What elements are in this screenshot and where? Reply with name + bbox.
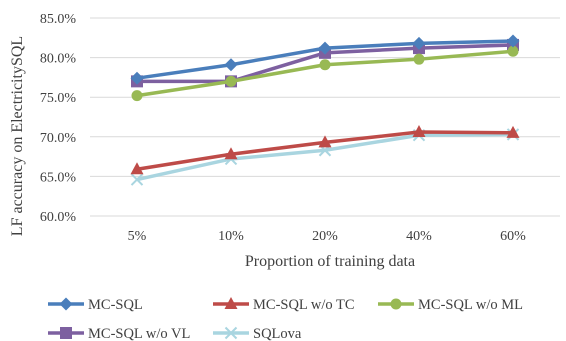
x-tick-label: 40% <box>406 229 432 244</box>
series-mc-sql-w-o-ml <box>131 45 519 102</box>
data-point <box>506 34 520 48</box>
legend-label: SQLova <box>253 326 302 341</box>
legend-item: MC-SQL w/o TC <box>213 297 355 313</box>
x-tick-labels: 5% 10% 20% 40% 60% <box>128 229 527 244</box>
x-tick-label: 60% <box>500 229 526 244</box>
y-tick-label: 75.0% <box>40 91 77 106</box>
data-point <box>130 71 144 85</box>
legend-item: MC-SQL w/o VL <box>48 326 190 341</box>
marker-stroke <box>130 173 144 186</box>
data-point <box>413 53 425 65</box>
legend-marker <box>390 298 402 310</box>
y-tick-label: 80.0% <box>40 52 77 67</box>
legend-label: MC-SQL w/o VL <box>88 326 190 341</box>
legend-item: MC-SQL w/o ML <box>378 297 523 313</box>
x-axis-label: Proportion of training data <box>245 253 415 270</box>
legend-marker <box>60 327 72 339</box>
data-point <box>319 59 331 71</box>
x-tick-label: 20% <box>312 229 338 244</box>
legend: MC-SQL MC-SQL w/o TC MC-SQL w/o ML MC-SQL w… <box>48 297 523 341</box>
data-point <box>224 147 238 160</box>
x-tick-label: 10% <box>218 229 244 244</box>
legend-item: MC-SQL <box>48 297 143 313</box>
legend-label: MC-SQL w/o TC <box>253 297 355 313</box>
series-mc-sql-w-o-tc <box>130 125 520 175</box>
legend-item: SQLova <box>213 326 302 341</box>
legend-marker <box>224 326 238 340</box>
data-point <box>506 125 520 138</box>
y-tick-label: 85.0% <box>40 12 77 27</box>
data-point <box>412 125 426 138</box>
legend-marker <box>59 297 73 311</box>
legend-label: MC-SQL w/o ML <box>418 297 523 313</box>
data-point <box>318 135 332 148</box>
y-tick-label: 65.0% <box>40 170 77 185</box>
y-axis-label: LF accuracy on ElectricitySQL <box>9 36 26 236</box>
data-point <box>412 36 426 50</box>
y-tick-label: 70.0% <box>40 131 77 146</box>
data-point <box>225 75 237 87</box>
data-point <box>131 90 143 102</box>
legend-label: MC-SQL <box>88 297 143 313</box>
data-point <box>224 58 238 72</box>
series-mc-sql <box>130 34 520 85</box>
legend-marker <box>224 297 238 309</box>
series-group <box>130 34 520 186</box>
data-point <box>130 173 144 186</box>
marker-stroke <box>224 326 238 340</box>
data-point <box>318 41 332 55</box>
y-tick-label: 60.0% <box>40 210 77 225</box>
data-point <box>507 45 519 57</box>
x-tick-label: 5% <box>128 229 147 244</box>
y-tick-labels: 60.0% 65.0% 70.0% 75.0% 80.0% 85.0% <box>40 12 77 225</box>
data-point <box>130 162 144 175</box>
